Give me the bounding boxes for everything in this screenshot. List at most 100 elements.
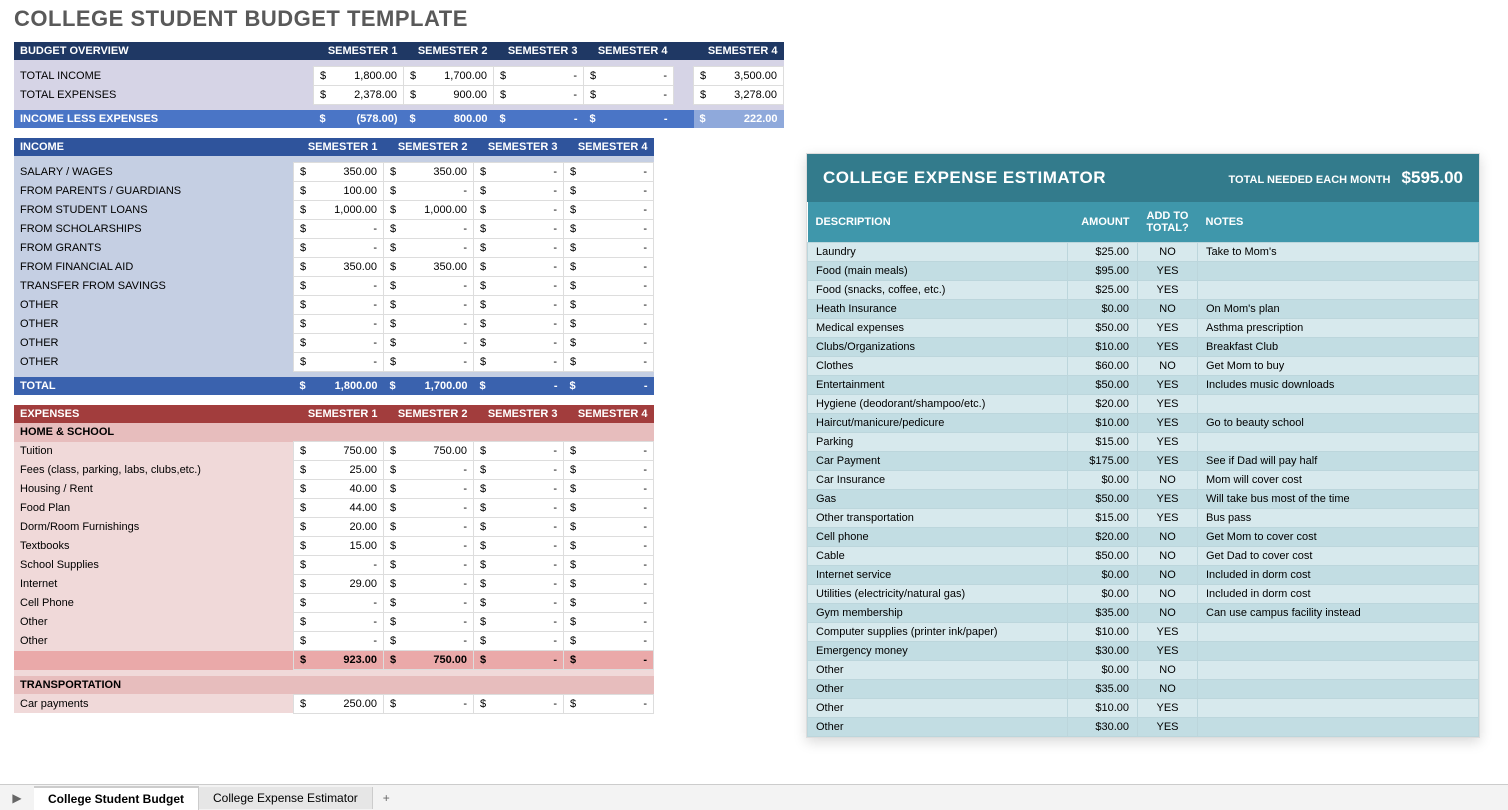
income-cell[interactable]: $1,000.00 bbox=[384, 200, 474, 219]
expense-cell[interactable]: $750.00 bbox=[384, 442, 474, 461]
estimator-add-to-total[interactable]: NO bbox=[1138, 471, 1198, 490]
income-cell[interactable]: $- bbox=[474, 181, 564, 200]
estimator-notes[interactable]: Take to Mom's bbox=[1198, 243, 1479, 262]
estimator-add-to-total[interactable]: NO bbox=[1138, 300, 1198, 319]
estimator-desc[interactable]: Food (snacks, coffee, etc.) bbox=[808, 281, 1068, 300]
estimator-add-to-total[interactable]: YES bbox=[1138, 281, 1198, 300]
estimator-notes[interactable] bbox=[1198, 642, 1479, 661]
estimator-add-to-total[interactable]: YES bbox=[1138, 452, 1198, 471]
estimator-notes[interactable] bbox=[1198, 661, 1479, 680]
income-cell[interactable]: $- bbox=[474, 219, 564, 238]
estimator-notes[interactable]: On Mom's plan bbox=[1198, 300, 1479, 319]
income-cell[interactable]: $- bbox=[294, 333, 384, 352]
estimator-desc[interactable]: Other bbox=[808, 718, 1068, 737]
income-cell[interactable]: $1,000.00 bbox=[294, 200, 384, 219]
estimator-desc[interactable]: Heath Insurance bbox=[808, 300, 1068, 319]
income-cell[interactable]: $100.00 bbox=[294, 181, 384, 200]
income-cell[interactable]: $- bbox=[384, 238, 474, 257]
income-cell[interactable]: $- bbox=[474, 276, 564, 295]
income-cell[interactable]: $- bbox=[564, 162, 654, 181]
estimator-notes[interactable] bbox=[1198, 718, 1479, 737]
income-cell[interactable]: $- bbox=[564, 219, 654, 238]
estimator-desc[interactable]: Cell phone bbox=[808, 528, 1068, 547]
estimator-amount[interactable]: $0.00 bbox=[1068, 585, 1138, 604]
expense-cell[interactable]: $- bbox=[384, 575, 474, 594]
income-cell[interactable]: $- bbox=[294, 352, 384, 371]
estimator-amount[interactable]: $95.00 bbox=[1068, 262, 1138, 281]
income-cell[interactable]: $- bbox=[384, 352, 474, 371]
expense-cell[interactable]: $- bbox=[474, 594, 564, 613]
expense-cell[interactable]: $- bbox=[384, 499, 474, 518]
estimator-add-to-total[interactable]: YES bbox=[1138, 699, 1198, 718]
estimator-amount[interactable]: $25.00 bbox=[1068, 243, 1138, 262]
expense-cell[interactable]: $750.00 bbox=[294, 442, 384, 461]
income-cell[interactable]: $- bbox=[474, 352, 564, 371]
income-cell[interactable]: $350.00 bbox=[384, 257, 474, 276]
estimator-desc[interactable]: Clubs/Organizations bbox=[808, 338, 1068, 357]
estimator-notes[interactable]: Mom will cover cost bbox=[1198, 471, 1479, 490]
estimator-amount[interactable]: $30.00 bbox=[1068, 642, 1138, 661]
expense-cell[interactable]: $- bbox=[384, 694, 474, 713]
expense-cell[interactable]: $- bbox=[564, 461, 654, 480]
income-cell[interactable]: $- bbox=[564, 200, 654, 219]
expense-cell[interactable]: $20.00 bbox=[294, 518, 384, 537]
estimator-notes[interactable] bbox=[1198, 395, 1479, 414]
income-cell[interactable]: $- bbox=[474, 295, 564, 314]
estimator-notes[interactable]: Included in dorm cost bbox=[1198, 566, 1479, 585]
income-cell[interactable]: $- bbox=[564, 276, 654, 295]
income-cell[interactable]: $- bbox=[294, 295, 384, 314]
estimator-add-to-total[interactable]: NO bbox=[1138, 680, 1198, 699]
estimator-desc[interactable]: Cable bbox=[808, 547, 1068, 566]
tab-college-student-budget[interactable]: College Student Budget bbox=[34, 786, 199, 810]
expense-cell[interactable]: $- bbox=[474, 613, 564, 632]
estimator-add-to-total[interactable]: YES bbox=[1138, 509, 1198, 528]
estimator-desc[interactable]: Car Insurance bbox=[808, 471, 1068, 490]
estimator-desc[interactable]: Hygiene (deodorant/shampoo/etc.) bbox=[808, 395, 1068, 414]
expense-cell[interactable]: $- bbox=[294, 556, 384, 575]
income-cell[interactable]: $- bbox=[474, 162, 564, 181]
expense-cell[interactable]: $- bbox=[474, 480, 564, 499]
tab-college-expense-estimator[interactable]: College Expense Estimator bbox=[199, 787, 373, 809]
estimator-amount[interactable]: $50.00 bbox=[1068, 547, 1138, 566]
estimator-desc[interactable]: Internet service bbox=[808, 566, 1068, 585]
estimator-desc[interactable]: Gas bbox=[808, 490, 1068, 509]
estimator-add-to-total[interactable]: YES bbox=[1138, 490, 1198, 509]
estimator-add-to-total[interactable]: YES bbox=[1138, 338, 1198, 357]
expense-cell[interactable]: $- bbox=[294, 613, 384, 632]
income-cell[interactable]: $- bbox=[384, 276, 474, 295]
estimator-add-to-total[interactable]: YES bbox=[1138, 262, 1198, 281]
estimator-desc[interactable]: Parking bbox=[808, 433, 1068, 452]
estimator-add-to-total[interactable]: NO bbox=[1138, 585, 1198, 604]
expense-cell[interactable]: $- bbox=[384, 518, 474, 537]
estimator-notes[interactable] bbox=[1198, 623, 1479, 642]
estimator-amount[interactable]: $0.00 bbox=[1068, 566, 1138, 585]
expense-cell[interactable]: $- bbox=[474, 537, 564, 556]
income-cell[interactable]: $- bbox=[294, 238, 384, 257]
income-cell[interactable]: $- bbox=[384, 314, 474, 333]
estimator-desc[interactable]: Medical expenses bbox=[808, 319, 1068, 338]
income-cell[interactable]: $- bbox=[474, 200, 564, 219]
income-cell[interactable]: $- bbox=[564, 295, 654, 314]
estimator-notes[interactable]: Go to beauty school bbox=[1198, 414, 1479, 433]
expense-cell[interactable]: $- bbox=[564, 556, 654, 575]
estimator-amount[interactable]: $10.00 bbox=[1068, 414, 1138, 433]
expense-cell[interactable]: $- bbox=[564, 613, 654, 632]
expense-cell[interactable]: $- bbox=[384, 537, 474, 556]
expense-cell[interactable]: $- bbox=[474, 632, 564, 651]
expense-cell[interactable]: $- bbox=[564, 518, 654, 537]
estimator-add-to-total[interactable]: YES bbox=[1138, 623, 1198, 642]
estimator-desc[interactable]: Gym membership bbox=[808, 604, 1068, 623]
estimator-amount[interactable]: $20.00 bbox=[1068, 395, 1138, 414]
estimator-amount[interactable]: $35.00 bbox=[1068, 680, 1138, 699]
income-cell[interactable]: $- bbox=[384, 181, 474, 200]
estimator-amount[interactable]: $60.00 bbox=[1068, 357, 1138, 376]
estimator-add-to-total[interactable]: YES bbox=[1138, 433, 1198, 452]
estimator-notes[interactable] bbox=[1198, 433, 1479, 452]
estimator-desc[interactable]: Other bbox=[808, 699, 1068, 718]
estimator-notes[interactable]: Breakfast Club bbox=[1198, 338, 1479, 357]
estimator-add-to-total[interactable]: YES bbox=[1138, 642, 1198, 661]
estimator-add-to-total[interactable]: NO bbox=[1138, 566, 1198, 585]
estimator-notes[interactable]: See if Dad will pay half bbox=[1198, 452, 1479, 471]
estimator-amount[interactable]: $50.00 bbox=[1068, 490, 1138, 509]
income-cell[interactable]: $- bbox=[564, 352, 654, 371]
